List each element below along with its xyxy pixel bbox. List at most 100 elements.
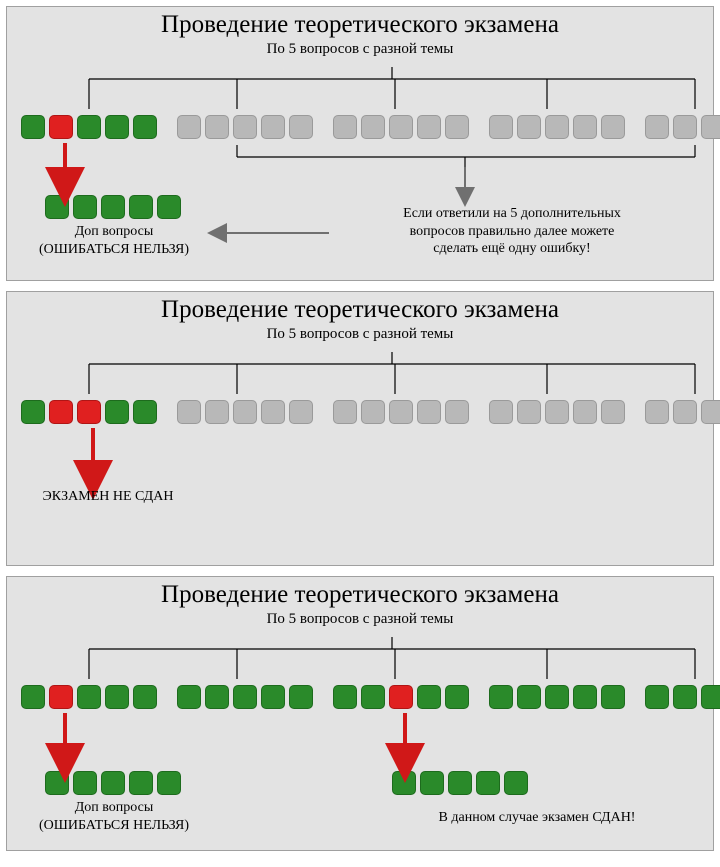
- question-block: [673, 400, 697, 424]
- question-block: [445, 400, 469, 424]
- question-block: [701, 400, 720, 424]
- caption-text: В данном случае экзамен СДАН!: [387, 809, 687, 827]
- question-block: [701, 115, 720, 139]
- question-block: [133, 685, 157, 709]
- question-block: [476, 771, 500, 795]
- question-block: [701, 685, 720, 709]
- question-block: [177, 685, 201, 709]
- question-block: [233, 400, 257, 424]
- question-block: [49, 400, 73, 424]
- question-block: [261, 400, 285, 424]
- question-block: [573, 115, 597, 139]
- question-block: [420, 771, 444, 795]
- panel-subtitle: По 5 вопросов с разной темы: [7, 41, 713, 58]
- question-block: [489, 115, 513, 139]
- question-block: [77, 685, 101, 709]
- question-block: [261, 115, 285, 139]
- question-block: [205, 115, 229, 139]
- question-block: [233, 115, 257, 139]
- caption-text: Доп вопросы(ОШИБАТЬСЯ НЕЛЬЗЯ): [29, 223, 199, 258]
- question-block: [45, 771, 69, 795]
- caption-line: Если ответили на 5 дополнительных: [337, 205, 687, 223]
- question-block: [417, 400, 441, 424]
- exam-panel: Проведение теоретического экзамена По 5 в…: [6, 6, 714, 281]
- question-block: [601, 685, 625, 709]
- question-block: [333, 115, 357, 139]
- main-question-row: [21, 400, 720, 424]
- question-block: [333, 685, 357, 709]
- question-block: [448, 771, 472, 795]
- question-block: [77, 115, 101, 139]
- question-block: [261, 685, 285, 709]
- exam-panel: Проведение теоретического экзамена По 5 в…: [6, 291, 714, 566]
- question-block: [133, 115, 157, 139]
- question-block: [517, 400, 541, 424]
- question-block: [289, 685, 313, 709]
- question-block: [573, 685, 597, 709]
- question-block: [389, 400, 413, 424]
- question-block: [333, 400, 357, 424]
- question-block: [49, 115, 73, 139]
- question-block: [517, 685, 541, 709]
- question-block: [101, 771, 125, 795]
- question-block: [101, 195, 125, 219]
- question-block: [417, 115, 441, 139]
- question-block: [361, 400, 385, 424]
- caption-text: ЭКЗАМЕН НЕ СДАН: [13, 488, 203, 506]
- panel-subtitle: По 5 вопросов с разной темы: [7, 326, 713, 343]
- question-block: [545, 685, 569, 709]
- question-block: [205, 685, 229, 709]
- caption-line: ЭКЗАМЕН НЕ СДАН: [13, 488, 203, 506]
- question-block: [489, 400, 513, 424]
- question-block: [573, 400, 597, 424]
- question-block: [177, 115, 201, 139]
- panel-title: Проведение теоретического экзамена: [7, 292, 713, 324]
- question-block: [21, 115, 45, 139]
- question-block: [504, 771, 528, 795]
- panel-title: Проведение теоретического экзамена: [7, 577, 713, 609]
- extra-question-row: [392, 771, 528, 795]
- question-block: [129, 195, 153, 219]
- question-block: [105, 115, 129, 139]
- question-block: [129, 771, 153, 795]
- question-block: [49, 685, 73, 709]
- main-question-row: [21, 115, 720, 139]
- question-block: [233, 685, 257, 709]
- question-block: [417, 685, 441, 709]
- question-block: [517, 115, 541, 139]
- question-block: [389, 685, 413, 709]
- question-block: [105, 685, 129, 709]
- extra-question-row: [45, 195, 181, 219]
- question-block: [45, 195, 69, 219]
- question-block: [73, 771, 97, 795]
- panel-subtitle: По 5 вопросов с разной темы: [7, 611, 713, 628]
- exam-panel: Проведение теоретического экзамена По 5 в…: [6, 576, 714, 851]
- question-block: [289, 115, 313, 139]
- question-block: [545, 400, 569, 424]
- panel-title: Проведение теоретического экзамена: [7, 7, 713, 39]
- caption-line: (ОШИБАТЬСЯ НЕЛЬЗЯ): [29, 241, 199, 259]
- question-block: [361, 115, 385, 139]
- question-block: [445, 115, 469, 139]
- question-block: [673, 115, 697, 139]
- caption-text: Если ответили на 5 дополнительныхвопросо…: [337, 205, 687, 258]
- question-block: [73, 195, 97, 219]
- caption-line: сделать ещё одну ошибку!: [337, 240, 687, 258]
- question-block: [545, 115, 569, 139]
- question-block: [361, 685, 385, 709]
- question-block: [21, 400, 45, 424]
- question-block: [105, 400, 129, 424]
- question-block: [77, 400, 101, 424]
- caption-text: Доп вопросы(ОШИБАТЬСЯ НЕЛЬЗЯ): [29, 799, 199, 834]
- question-block: [157, 195, 181, 219]
- question-block: [392, 771, 416, 795]
- question-block: [289, 400, 313, 424]
- question-block: [601, 115, 625, 139]
- question-block: [133, 400, 157, 424]
- caption-line: Доп вопросы: [29, 223, 199, 241]
- main-question-row: [21, 685, 720, 709]
- caption-line: В данном случае экзамен СДАН!: [387, 809, 687, 827]
- question-block: [21, 685, 45, 709]
- question-block: [645, 115, 669, 139]
- question-block: [445, 685, 469, 709]
